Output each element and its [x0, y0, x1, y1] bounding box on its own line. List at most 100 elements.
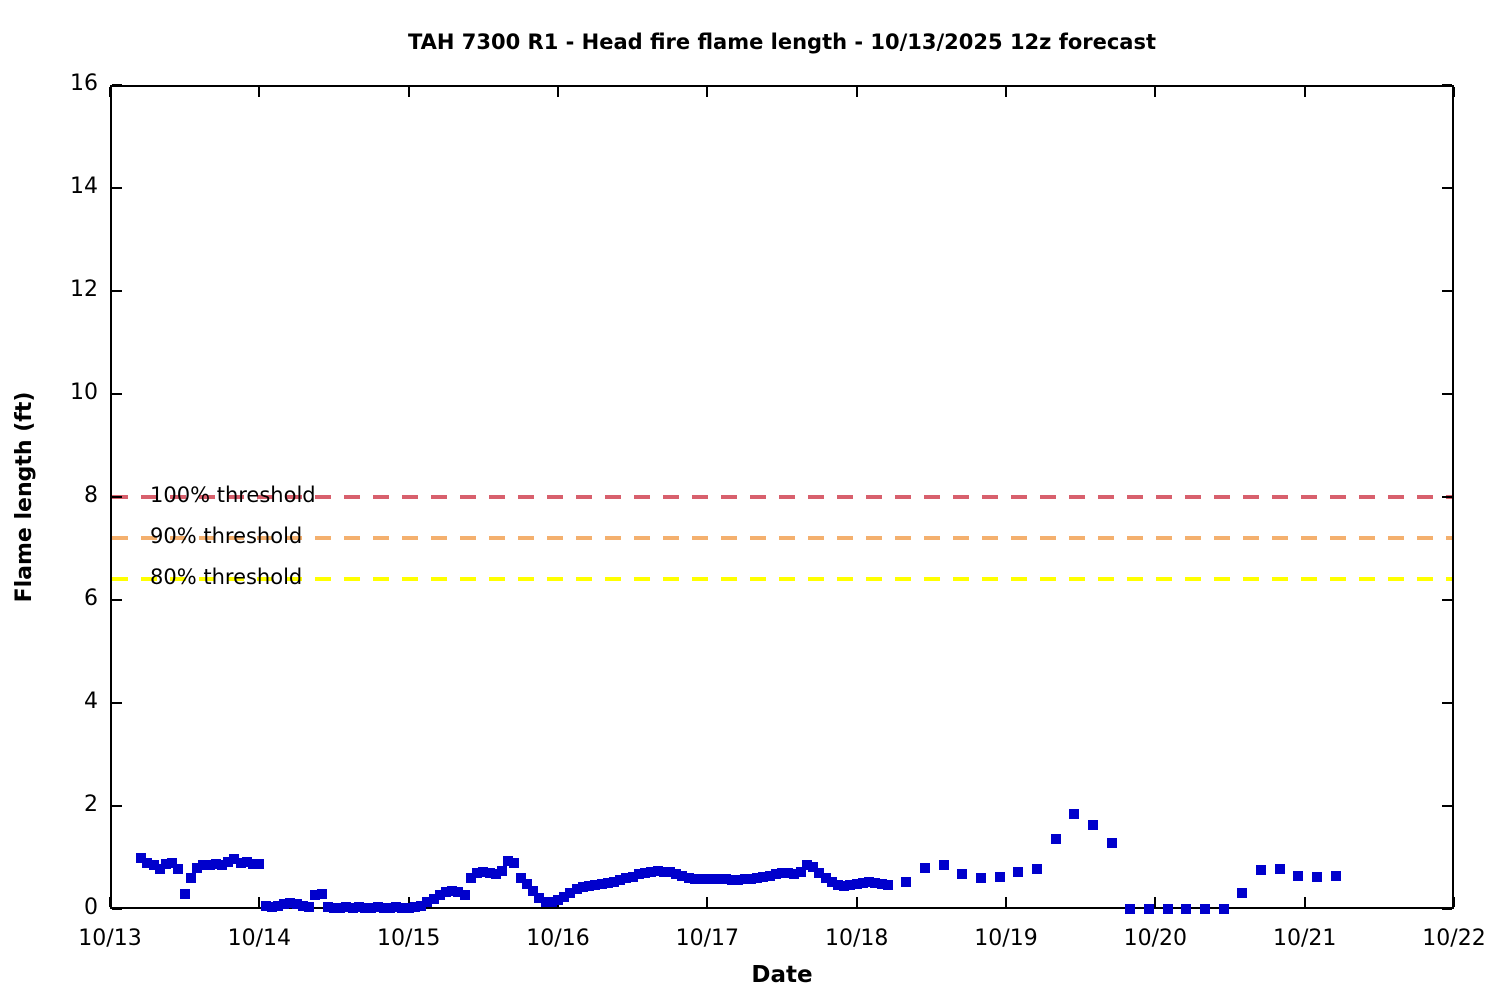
- data-point: [708, 874, 719, 885]
- data-point: [1106, 838, 1117, 849]
- x-tick-mark-top: [855, 87, 858, 97]
- x-tick-label: 10/13: [78, 926, 142, 951]
- data-point: [596, 878, 607, 889]
- data-point: [920, 863, 931, 874]
- data-point: [571, 883, 582, 894]
- data-point: [409, 902, 420, 913]
- data-point: [1256, 865, 1267, 876]
- data-point: [198, 860, 209, 871]
- data-point: [702, 874, 713, 885]
- data-point: [273, 901, 283, 912]
- x-tick-mark-top: [1154, 87, 1157, 97]
- data-point: [609, 876, 619, 887]
- data-point: [179, 889, 190, 900]
- data-point: [341, 902, 352, 913]
- data-point: [1293, 870, 1304, 881]
- y-tick-mark-right: [1442, 702, 1452, 704]
- data-point: [845, 880, 856, 891]
- data-point: [285, 897, 296, 908]
- data-point: [266, 901, 277, 912]
- data-point: [814, 867, 825, 878]
- data-point: [447, 886, 458, 897]
- y-tick-mark: [112, 290, 122, 292]
- data-point: [1330, 870, 1341, 881]
- threshold-label: 90% threshold: [150, 524, 303, 549]
- threshold-label: 100% threshold: [150, 483, 316, 507]
- data-point: [310, 889, 321, 900]
- data-point: [633, 869, 644, 880]
- data-point: [938, 860, 949, 871]
- data-point: [378, 902, 389, 913]
- data-point: [627, 871, 638, 882]
- data-point: [397, 902, 408, 913]
- x-tick-mark: [258, 897, 261, 907]
- data-point: [1218, 904, 1229, 914]
- data-point: [584, 880, 595, 891]
- data-point: [360, 902, 371, 913]
- data-point: [752, 873, 763, 884]
- x-tick-mark-top: [258, 87, 261, 97]
- data-point: [422, 897, 433, 908]
- data-point: [1088, 819, 1099, 830]
- x-tick-mark: [1453, 897, 1455, 907]
- data-point: [204, 859, 215, 870]
- data-point: [453, 887, 464, 897]
- data-point: [329, 902, 339, 913]
- data-point: [534, 893, 545, 904]
- data-point: [148, 860, 159, 871]
- data-point: [976, 873, 987, 884]
- y-tick-mark: [112, 908, 122, 910]
- x-tick-mark-top: [109, 87, 111, 97]
- data-point: [1050, 833, 1061, 844]
- data-point: [1125, 904, 1136, 914]
- data-point: [590, 879, 601, 890]
- data-point: [465, 873, 476, 884]
- x-tick-mark: [109, 897, 111, 907]
- y-tick-mark: [112, 702, 122, 704]
- data-point: [789, 868, 800, 879]
- x-tick-mark: [855, 897, 858, 907]
- data-point: [291, 899, 302, 910]
- data-point: [254, 859, 265, 870]
- data-point: [808, 861, 819, 872]
- data-point: [777, 867, 787, 878]
- data-point: [783, 867, 794, 878]
- x-tick-mark: [1154, 897, 1157, 907]
- chart-title: TAH 7300 R1 - Head fire flame length - 1…: [407, 30, 1157, 54]
- data-point: [721, 874, 731, 885]
- data-point: [1162, 904, 1173, 914]
- data-point: [304, 901, 315, 912]
- y-tick-mark: [112, 187, 122, 189]
- data-point: [683, 872, 694, 883]
- data-point: [441, 887, 451, 897]
- data-point: [565, 887, 576, 898]
- data-point: [297, 901, 308, 912]
- x-tick-mark-top: [407, 87, 410, 97]
- data-point: [714, 874, 725, 885]
- data-point: [223, 856, 234, 867]
- data-point: [677, 871, 688, 882]
- data-point: [621, 873, 632, 884]
- plot-area: [110, 85, 1454, 909]
- data-point: [851, 878, 862, 889]
- data-point: [1274, 863, 1285, 874]
- threshold-line: [112, 536, 1452, 541]
- y-tick-label: 4: [84, 689, 98, 714]
- data-point: [459, 889, 470, 900]
- y-tick-label: 10: [70, 380, 98, 405]
- data-point: [484, 867, 495, 878]
- data-point: [727, 874, 738, 885]
- data-point: [559, 891, 570, 902]
- data-point: [472, 867, 483, 878]
- y-tick-mark: [112, 599, 122, 601]
- data-point: [503, 856, 514, 867]
- y-tick-mark-right: [1442, 496, 1452, 498]
- data-point: [839, 880, 850, 891]
- data-point: [602, 877, 613, 888]
- data-point: [864, 877, 875, 888]
- data-point: [658, 866, 669, 877]
- y-tick-label: 0: [84, 895, 98, 920]
- data-point: [497, 866, 507, 877]
- threshold-label: 80% threshold: [150, 565, 303, 590]
